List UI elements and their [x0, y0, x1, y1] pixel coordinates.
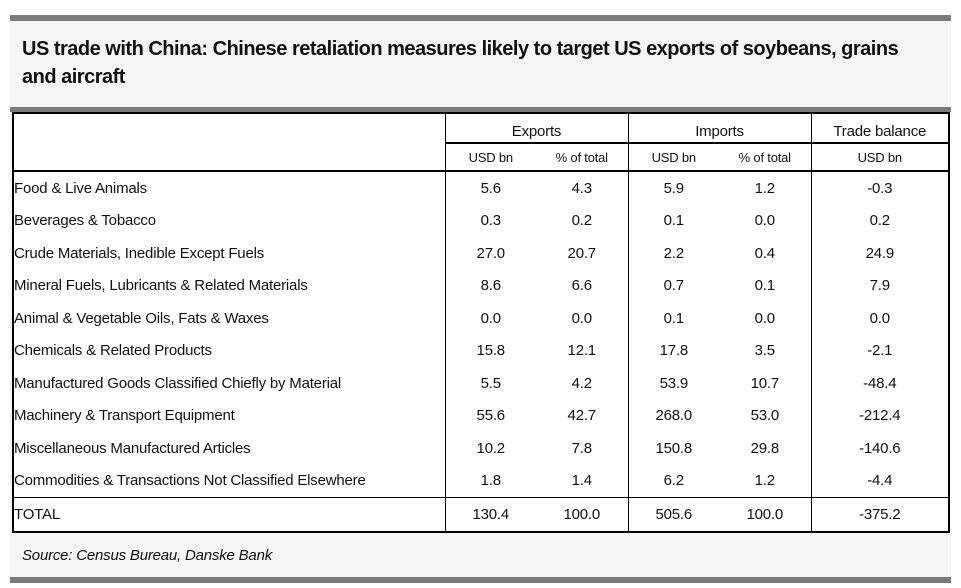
category-cell: Mineral Fuels, Lubricants & Related Mate… [14, 277, 308, 295]
value-cell: 0.0 [810, 302, 950, 335]
value-cell: 10.7 [750, 374, 780, 392]
value-cell: 42.7 [567, 407, 597, 425]
value-cell: -2.1 [810, 334, 950, 367]
total-value-cell: 130.4 [444, 497, 536, 532]
value-cell: 7.8 [571, 439, 592, 457]
table-subheader-row: USD bn % of total USD bn % of total USD … [13, 143, 950, 172]
table-row: Chemicals & Related Products 15.8 12.1 1… [13, 334, 950, 367]
value-cell: 6.2 [627, 464, 720, 498]
value-cell: 0.2 [810, 204, 950, 237]
category-cell: Manufactured Goods Classified Chiefly by… [14, 374, 342, 392]
value-cell: 0.4 [754, 244, 775, 262]
table-row: Beverages & Tobacco 0.3 0.2 0.1 0.0 0.2 [13, 204, 950, 237]
value-cell: 3.5 [754, 342, 775, 360]
value-cell: 17.8 [627, 334, 720, 367]
subheader-imports-usd: USD bn [627, 143, 720, 172]
value-cell: -48.4 [810, 367, 950, 400]
value-cell: 0.1 [754, 277, 775, 295]
category-cell: Animal & Vegetable Oils, Fats & Waxes [14, 309, 269, 327]
value-cell: 4.2 [571, 374, 592, 392]
value-cell: 4.3 [571, 179, 592, 197]
total-value-cell: 100.0 [536, 497, 629, 532]
table-row: Commodities & Transactions Not Classifie… [13, 464, 950, 498]
table-row: Animal & Vegetable Oils, Fats & Waxes 0.… [13, 302, 950, 335]
value-cell: 2.2 [627, 237, 720, 270]
trade-figure: US trade with China: Chinese retaliation… [10, 15, 951, 583]
value-cell: 27.0 [444, 237, 536, 270]
top-rule-bar [10, 15, 951, 21]
group-header-exports: Exports [444, 113, 629, 144]
category-cell: Chemicals & Related Products [14, 342, 212, 360]
table-row: Mineral Fuels, Lubricants & Related Mate… [13, 269, 950, 302]
value-cell: -0.3 [810, 171, 950, 205]
value-cell: 1.4 [571, 472, 592, 490]
bottom-rule-bar [10, 577, 951, 583]
category-cell: Beverages & Tobacco [14, 212, 156, 230]
value-cell: 7.9 [810, 269, 950, 302]
table-row: Crude Materials, Inedible Except Fuels 2… [13, 237, 950, 270]
value-cell: 8.6 [444, 269, 536, 302]
subheader-exports-pct: % of total [536, 143, 629, 172]
table-row: Machinery & Transport Equipment 55.6 42.… [13, 399, 950, 432]
source-text: Source: Census Bureau, Danske Bank [22, 546, 273, 564]
source-block: Source: Census Bureau, Danske Bank [10, 533, 951, 577]
value-cell: 1.2 [754, 472, 775, 490]
table-wrap: Exports Imports Trade balance USD bn % o… [10, 112, 951, 533]
value-cell: 268.0 [627, 399, 720, 432]
total-row: TOTAL 130.4 100.0 505.6 100.0 -375.2 [13, 497, 950, 532]
total-value-cell: -375.2 [810, 497, 950, 532]
category-cell: Commodities & Transactions Not Classifie… [14, 472, 366, 490]
value-cell: 0.0 [754, 212, 775, 230]
value-cell: 0.0 [571, 309, 592, 327]
value-cell: 0.1 [627, 302, 720, 335]
value-cell: 0.1 [627, 204, 720, 237]
table-row: Manufactured Goods Classified Chiefly by… [13, 367, 950, 400]
value-cell: 6.6 [571, 277, 592, 295]
category-cell: Miscellaneous Manufactured Articles [14, 439, 251, 457]
value-cell: 29.8 [750, 439, 780, 457]
subheader-imports-pct: % of total [719, 143, 812, 172]
value-cell: 5.6 [444, 171, 536, 205]
value-cell: 20.7 [567, 244, 597, 262]
value-cell: 55.6 [444, 399, 536, 432]
total-value-cell: 505.6 [627, 497, 720, 532]
value-cell: 0.0 [444, 302, 536, 335]
total-value-cell: 100.0 [719, 497, 812, 532]
group-header-trade-balance: Trade balance [810, 113, 950, 144]
title-block: US trade with China: Chinese retaliation… [10, 21, 951, 107]
value-cell: 53.9 [627, 367, 720, 400]
trade-table: Exports Imports Trade balance USD bn % o… [12, 112, 951, 533]
value-cell: 1.8 [444, 464, 536, 498]
value-cell: 5.9 [627, 171, 720, 205]
table-group-header-row: Exports Imports Trade balance [13, 113, 950, 172]
corner-cell [13, 113, 445, 172]
total-label-cell: TOTAL [13, 497, 445, 532]
page-title: US trade with China: Chinese retaliation… [22, 38, 899, 88]
subheader-exports-usd: USD bn [444, 143, 536, 172]
value-cell: -140.6 [810, 432, 950, 465]
value-cell: 1.2 [754, 179, 775, 197]
value-cell: 10.2 [444, 432, 536, 465]
table-row: Miscellaneous Manufactured Articles 10.2… [13, 432, 950, 465]
value-cell: -212.4 [810, 399, 950, 432]
value-cell: 0.2 [571, 212, 592, 230]
title-separator-bar [10, 107, 951, 112]
subheader-balance-usd: USD bn [810, 143, 950, 172]
value-cell: 53.0 [750, 407, 780, 425]
category-cell: Machinery & Transport Equipment [14, 407, 235, 425]
value-cell: 5.5 [444, 367, 536, 400]
category-cell: Crude Materials, Inedible Except Fuels [14, 244, 265, 262]
value-cell: 0.7 [627, 269, 720, 302]
value-cell: 24.9 [810, 237, 950, 270]
value-cell: 0.0 [754, 309, 775, 327]
table-row: Food & Live Animals 5.6 4.3 5.9 1.2 -0.3 [13, 171, 950, 205]
category-cell: Food & Live Animals [14, 179, 147, 197]
value-cell: 150.8 [627, 432, 720, 465]
value-cell: 12.1 [567, 342, 597, 360]
value-cell: -4.4 [810, 464, 950, 498]
group-header-imports: Imports [627, 113, 812, 144]
value-cell: 15.8 [444, 334, 536, 367]
value-cell: 0.3 [444, 204, 536, 237]
